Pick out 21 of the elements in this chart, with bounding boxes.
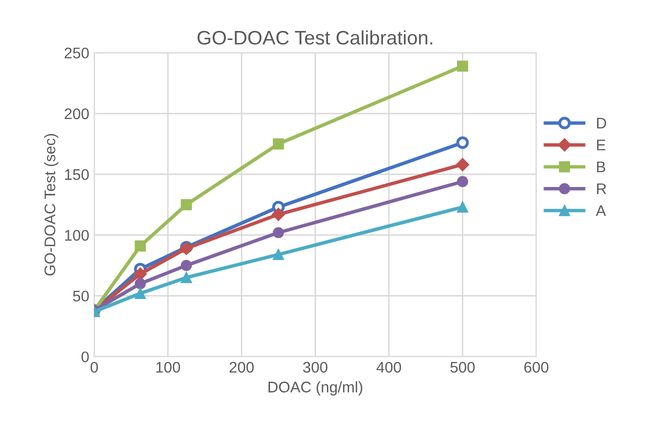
y-tick-label: 100: [65, 230, 89, 241]
x-tick-label: 400: [376, 362, 402, 373]
legend-label: B: [597, 162, 606, 172]
x-tick-label: 300: [303, 362, 328, 373]
x-tick-label: 500: [450, 362, 475, 373]
y-tick-label: 200: [64, 108, 89, 120]
x-tick-label: 100: [156, 362, 180, 373]
x-axis-title: DOAC (ng/ml): [268, 381, 362, 396]
legend-label: D: [597, 118, 606, 128]
y-tick-label: 250: [64, 48, 89, 58]
chart-title: GO-DOAC Test Calibration.: [198, 30, 432, 45]
y-tick-label: 50: [73, 290, 89, 302]
x-tick-label: 200: [230, 362, 254, 373]
x-tick-label: 600: [524, 362, 548, 373]
y-tick-label: 0: [81, 351, 89, 362]
y-tick-label: 150: [65, 169, 89, 180]
legend-label: R: [597, 184, 606, 194]
x-tick-label: 0: [90, 362, 98, 373]
legend-label: A: [596, 205, 606, 216]
legend-label: E: [597, 140, 606, 150]
y-axis-title: GO-DOAC Test (sec): [44, 134, 58, 276]
